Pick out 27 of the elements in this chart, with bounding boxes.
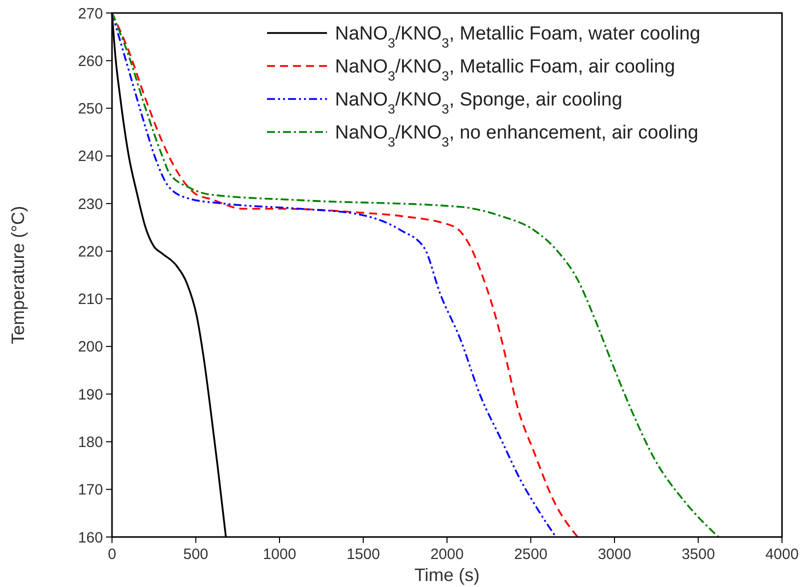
y-tick-label: 250 xyxy=(78,100,103,118)
legend-label: NaNO$_{3}$/KNO$_{3}$, Metallic Foam, water cooling xyxy=(335,24,700,50)
x-tick-label: 500 xyxy=(183,546,208,563)
x-axis-title: Time (s) xyxy=(414,565,480,585)
y-tick-label: 240 xyxy=(78,148,103,166)
legend-label: NaNO$_{3}$/KNO$_{3}$, Sponge, air cooling xyxy=(335,90,622,116)
y-tick-label: 270 xyxy=(78,5,103,22)
y-tick-label: 230 xyxy=(78,196,103,213)
y-tick-label: 160 xyxy=(78,529,103,546)
y-tick-label: 220 xyxy=(78,243,103,260)
x-tick-label: 1500 xyxy=(346,546,380,563)
legend-label: NaNO$_{3}$/KNO$_{3}$, Metallic Foam, air cooling xyxy=(335,56,676,84)
x-tick-label: 3500 xyxy=(682,546,715,563)
y-tick-label: 190 xyxy=(78,386,103,404)
x-tick-label: 2000 xyxy=(430,546,464,563)
y-tick-label: 170 xyxy=(78,482,103,499)
x-tick-label: 4000 xyxy=(765,546,799,563)
x-tick-label: 2500 xyxy=(514,546,548,563)
x-tick-label: 3000 xyxy=(598,546,632,563)
y-tick-label: 200 xyxy=(78,338,103,356)
y-tick-label: 260 xyxy=(78,52,103,70)
y-axis-title: Temperature (°C) xyxy=(8,206,28,344)
y-tick-label: 210 xyxy=(78,291,103,308)
x-tick-label: 1000 xyxy=(262,546,296,563)
x-tick-label: 0 xyxy=(108,546,116,563)
legend-label: NaNO$_{3}$/KNO$_{3}$, no enhancement, air cooling xyxy=(335,122,698,150)
y-tick-label: 180 xyxy=(78,434,103,451)
